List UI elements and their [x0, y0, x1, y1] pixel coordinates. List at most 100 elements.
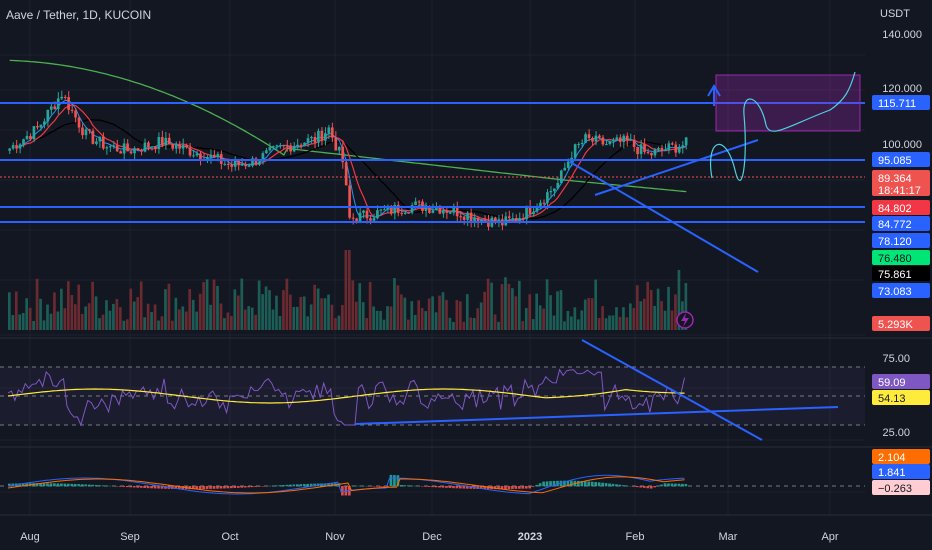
macd-histogram-bar — [292, 484, 296, 487]
macd-histogram-bar — [504, 486, 507, 490]
candle-body — [452, 206, 456, 213]
candle-body — [518, 218, 521, 222]
x-tick-label: Apr — [821, 531, 838, 543]
macd-histogram-bar — [216, 486, 219, 489]
volume-bar — [257, 280, 261, 330]
macd-histogram-bar — [275, 485, 278, 487]
macd-value-label-bg — [872, 464, 930, 479]
rsi-value-label-bg — [872, 374, 930, 389]
candle-body — [60, 96, 64, 99]
volume-bars — [8, 250, 688, 330]
macd-histogram-bar — [132, 486, 136, 488]
volume-bar — [243, 309, 247, 330]
macd-histogram-bar — [63, 483, 67, 487]
candle-body — [601, 137, 605, 145]
candle-body — [362, 210, 365, 213]
volume-bar — [608, 315, 611, 330]
volume-bar — [268, 290, 271, 330]
candle-body — [53, 106, 57, 110]
volume-bar — [386, 306, 389, 330]
macd-histogram-bar — [160, 486, 164, 489]
candle-body — [344, 162, 348, 186]
macd-histogram-bar — [396, 475, 400, 487]
candle-body — [542, 202, 546, 204]
x-tick-label: Nov — [325, 531, 345, 543]
candle-body — [396, 204, 400, 213]
macd-histogram-bar — [327, 483, 330, 487]
macd-histogram-bar — [164, 486, 167, 489]
macd-histogram-bar — [632, 486, 636, 487]
volume-bar — [566, 310, 570, 330]
candle-body — [573, 144, 577, 158]
macd-histogram-bar — [639, 486, 643, 488]
candle-body — [667, 143, 671, 151]
x-tick-label: 2023 — [518, 531, 542, 543]
macd-histogram-bar — [240, 486, 244, 488]
volume-bar — [490, 282, 493, 330]
price-label: 115.711 — [878, 98, 916, 110]
volume-bar — [136, 297, 140, 330]
candle-body — [657, 147, 660, 150]
candle-body — [8, 148, 11, 151]
candle-body — [101, 136, 105, 149]
macd-histogram-bar — [576, 480, 580, 487]
candle-body — [199, 153, 202, 160]
ma-red-line — [19, 104, 687, 223]
macd-histogram-bar — [129, 486, 133, 488]
candle-body — [407, 212, 410, 214]
candle-body — [504, 216, 508, 226]
candle-body — [140, 150, 143, 152]
volume-bar — [677, 270, 681, 330]
candle-body — [337, 146, 341, 151]
rsi-line — [7, 368, 685, 427]
price-label-bg — [872, 216, 930, 231]
candle-body — [167, 137, 171, 145]
candle-body — [358, 212, 362, 223]
volume-bar — [323, 298, 327, 330]
volume-bar — [545, 279, 549, 330]
candle-body — [324, 133, 327, 141]
candle-body — [528, 206, 532, 215]
price-label: 75.861 — [878, 269, 912, 281]
symbol-title[interactable]: Aave / Tether, 1D, KUCOIN — [6, 8, 152, 22]
candle-body — [670, 143, 674, 145]
volume-bar — [205, 279, 209, 330]
volume-bar — [108, 310, 112, 330]
volume-bar — [580, 310, 584, 330]
volume-bar — [226, 312, 230, 330]
candle-body — [154, 146, 157, 150]
candle-body — [320, 130, 324, 141]
candle-body — [195, 153, 199, 156]
candle-body — [268, 147, 272, 151]
macd-histogram-bar — [531, 486, 535, 487]
volume-bar — [327, 294, 330, 330]
volume-bar — [493, 314, 497, 330]
volume-bar — [240, 278, 244, 330]
price-label: 84.802 — [878, 203, 912, 215]
candle-body — [462, 216, 466, 220]
rsi-tick-label: 25.00 — [882, 427, 910, 439]
candle-body — [91, 130, 95, 144]
price-label-bg — [872, 266, 930, 281]
candle-body — [556, 183, 560, 189]
candle-body — [639, 144, 643, 155]
volume-bar — [11, 315, 15, 330]
macd-histogram-bar — [660, 484, 663, 487]
y-tick-label: 100.000 — [882, 139, 922, 151]
candle-body — [483, 219, 487, 221]
candle-body — [317, 130, 320, 143]
volume-bar — [348, 250, 351, 330]
rsi-value-label: 59.09 — [878, 377, 906, 389]
volume-bar — [56, 311, 60, 330]
axes: Aug Sep Oct Nov Dec 2023 Feb Mar Apr 140.000 120.0… — [20, 29, 922, 543]
volume-bar — [101, 314, 105, 330]
volume-bar — [60, 288, 63, 330]
macd-histogram-bar — [518, 486, 521, 489]
macd-histogram-bar — [684, 484, 688, 487]
price-label: 89.364 — [878, 173, 912, 185]
candle-body — [84, 129, 88, 136]
macd-histogram-bar — [84, 484, 87, 487]
volume-bar — [105, 300, 108, 330]
